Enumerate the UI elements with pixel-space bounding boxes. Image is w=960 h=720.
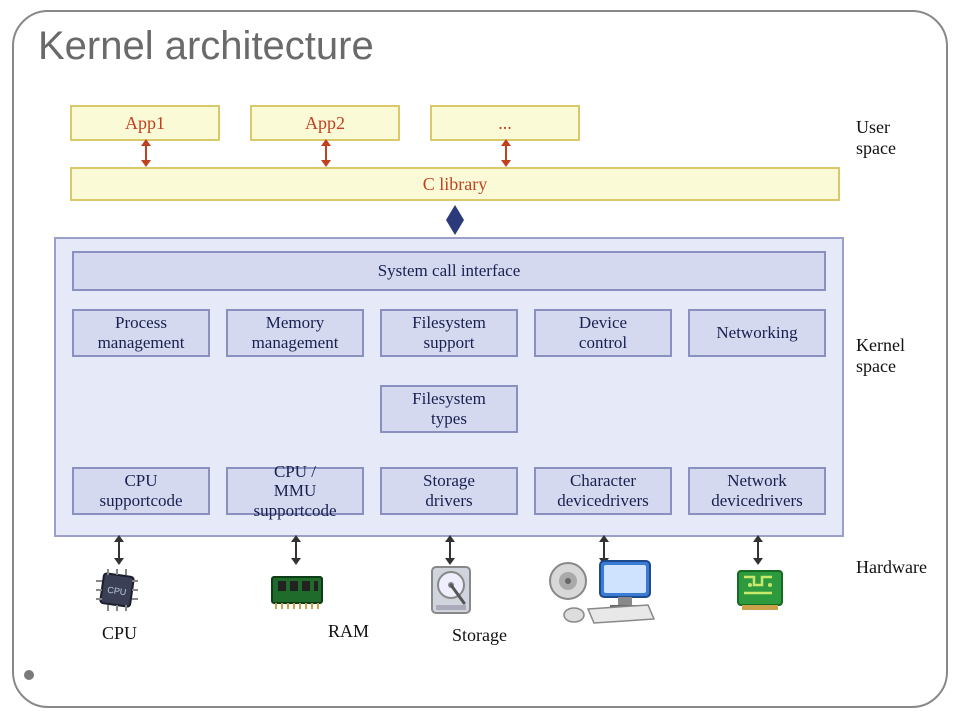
diagram-content: Userspace Kernelspace Hardware App1 App2… bbox=[38, 87, 922, 687]
kernel-process-mgmt: Processmanagement bbox=[72, 309, 210, 357]
ram-icon bbox=[266, 563, 328, 617]
kernel-net-drivers: Networkdevicedrivers bbox=[688, 467, 826, 515]
footer-bullet-icon bbox=[24, 670, 34, 680]
storage-label: Storage bbox=[452, 625, 507, 646]
arrow-ram bbox=[295, 541, 297, 559]
app-box-1: App1 bbox=[70, 105, 220, 141]
storage-icon bbox=[422, 559, 480, 621]
clib-to-syscall-connector bbox=[446, 205, 464, 235]
label-user-space: Userspace bbox=[856, 117, 896, 158]
kernel-char-drivers: Characterdevicedrivers bbox=[534, 467, 672, 515]
syscall-interface-box: System call interface bbox=[72, 251, 826, 291]
kernel-storage-drivers: Storagedrivers bbox=[380, 467, 518, 515]
c-library-box: C library bbox=[70, 167, 840, 201]
arrow-nic bbox=[757, 541, 759, 559]
kernel-device-control: Devicecontrol bbox=[534, 309, 672, 357]
arrow-cpu bbox=[118, 541, 120, 559]
label-kernel-space: Kernelspace bbox=[856, 335, 905, 376]
label-hardware: Hardware bbox=[856, 557, 927, 578]
cpu-icon: CPU bbox=[90, 563, 144, 617]
io-devices-icon bbox=[544, 555, 664, 627]
kernel-memory-mgmt: Memorymanagement bbox=[226, 309, 364, 357]
app-box-3: ... bbox=[430, 105, 580, 141]
cpu-label: CPU bbox=[102, 623, 137, 644]
arrow-app3-clib bbox=[505, 145, 507, 161]
kernel-networking: Networking bbox=[688, 309, 826, 357]
page-title: Kernel architecture bbox=[38, 24, 922, 69]
kernel-filesystem: Filesystemsupport bbox=[380, 309, 518, 357]
kernel-cpu-support: CPUsupportcode bbox=[72, 467, 210, 515]
app-box-2: App2 bbox=[250, 105, 400, 141]
slide-frame: Kernel architecture Userspace Kernelspac… bbox=[12, 10, 948, 708]
kernel-filesystem-types: Filesystemtypes bbox=[380, 385, 518, 433]
arrow-storage bbox=[449, 541, 451, 559]
ram-label: RAM bbox=[328, 621, 369, 642]
nic-icon bbox=[732, 563, 788, 615]
kernel-cpu-mmu-support: CPU /MMU supportcode bbox=[226, 467, 364, 515]
arrow-app2-clib bbox=[325, 145, 327, 161]
arrow-app1-clib bbox=[145, 145, 147, 161]
